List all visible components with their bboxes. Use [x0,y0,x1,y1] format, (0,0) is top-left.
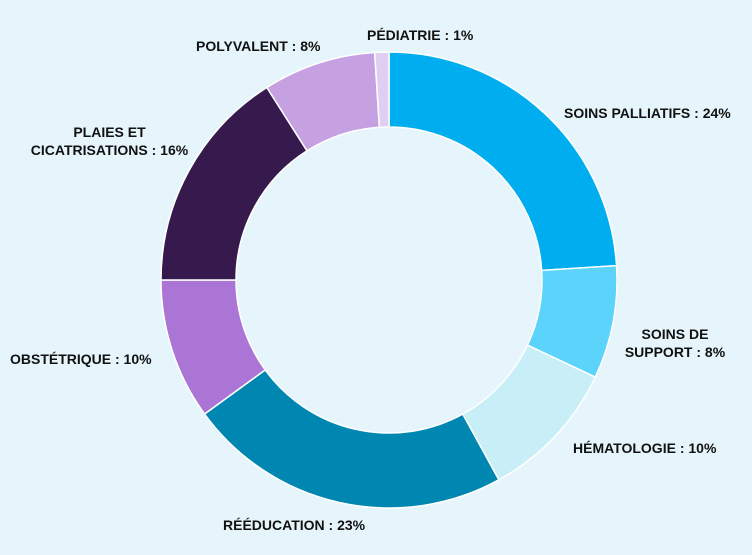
label-soins-de-support: SOINS DE SUPPORT : 8% [615,325,735,361]
label-soins-palliatifs: SOINS PALLIATIFS : 24% [564,105,731,121]
label-support-line2: SUPPORT : 8% [624,344,726,360]
label-reeducation: RÉÉDUCATION : 23% [223,517,366,533]
label-support-line1: SOINS DE [641,326,709,342]
label-plaies-line1: PLAIES ET [73,124,146,140]
label-polyvalent: POLYVALENT : 8% [196,38,321,54]
label-obstetrique: OBSTÉTRIQUE : 10% [10,351,152,367]
label-hematologie: HÉMATOLOGIE : 10% [573,440,717,456]
label-plaies-cicatrisations: PLAIES ET CICATRISATIONS : 16% [22,123,197,159]
donut-slice-7 [373,51,390,129]
label-pediatrie: PÉDIATRIE : 1% [367,27,474,43]
donut-slice-3 [203,368,500,509]
donut-slice-0 [388,51,618,272]
label-plaies-line2: CICATRISATIONS : 16% [30,142,189,158]
